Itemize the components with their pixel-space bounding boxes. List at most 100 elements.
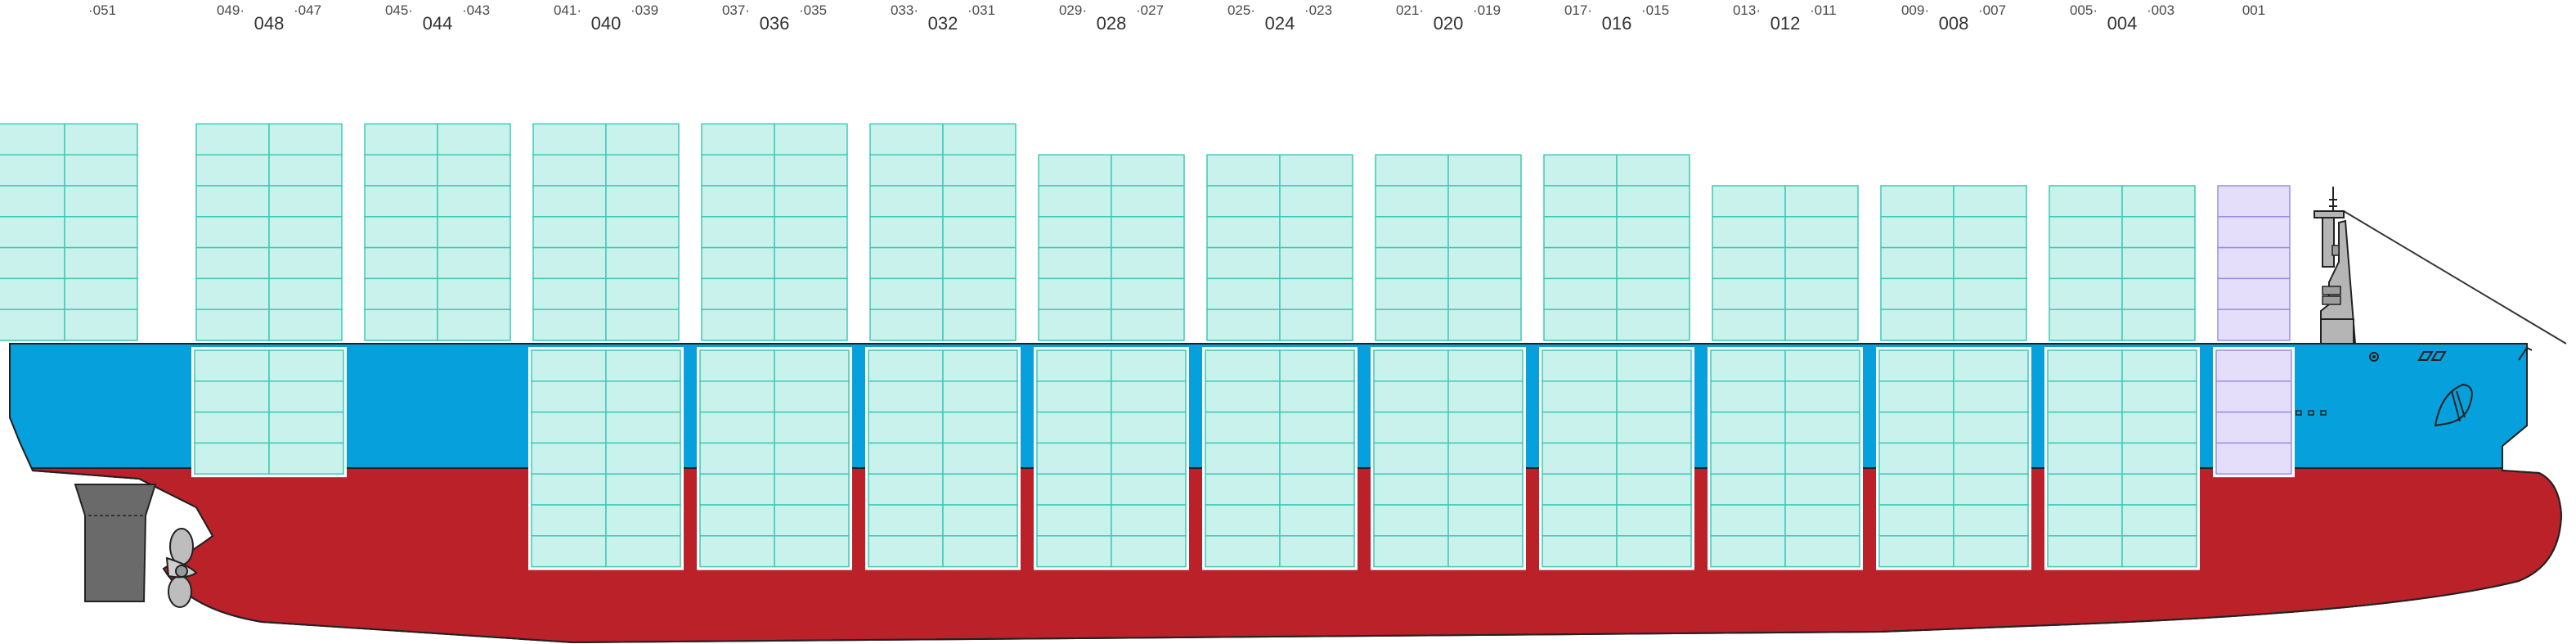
container <box>268 246 343 280</box>
container <box>1036 473 1112 506</box>
deck-stack-048 <box>195 123 343 341</box>
container <box>1206 246 1281 280</box>
container <box>268 216 343 249</box>
container <box>64 308 138 341</box>
container <box>268 349 344 382</box>
container <box>942 535 1018 568</box>
container <box>195 154 270 187</box>
portholes <box>2296 410 2327 416</box>
container <box>1543 308 1618 341</box>
container <box>1375 185 1449 218</box>
container <box>532 277 607 310</box>
container <box>1712 277 1786 310</box>
container <box>2215 381 2292 413</box>
container <box>0 246 65 280</box>
container <box>1375 246 1449 280</box>
propeller-icon <box>165 528 198 608</box>
container <box>1111 442 1187 475</box>
container <box>774 185 848 218</box>
container <box>2121 185 2196 218</box>
bay-label-odd-right: ·035 <box>799 2 827 18</box>
hold-containers <box>191 347 2295 570</box>
container <box>268 442 344 475</box>
container <box>2217 308 2291 341</box>
container <box>1878 442 1954 475</box>
container <box>942 411 1018 444</box>
container <box>1543 246 1618 280</box>
bow-details <box>2296 210 2567 427</box>
container <box>1111 277 1185 310</box>
container <box>1447 349 1524 382</box>
bay-label-odd-left: 049· <box>217 2 245 18</box>
container <box>194 411 270 444</box>
bay-label-odd-right: ·039 <box>631 2 658 18</box>
container <box>1710 535 1786 568</box>
container <box>1111 411 1187 444</box>
container <box>1111 535 1187 568</box>
container <box>1375 154 1449 187</box>
container <box>1616 154 1690 187</box>
container <box>1038 308 1112 341</box>
container <box>364 185 438 218</box>
container <box>774 535 850 568</box>
container <box>0 185 65 218</box>
container <box>2121 349 2197 382</box>
bay-label-main: 012 <box>1770 13 1801 34</box>
container <box>1953 411 2029 444</box>
container <box>268 123 343 155</box>
bay-label-odd-left: 045· <box>385 2 413 18</box>
container <box>701 154 775 187</box>
container <box>1111 381 1187 413</box>
container <box>2121 308 2196 341</box>
container <box>1616 216 1690 249</box>
hold-stack-004 <box>2044 347 2200 570</box>
container <box>1205 411 1281 444</box>
container <box>1953 349 2029 382</box>
container <box>1375 216 1449 249</box>
container <box>1616 535 1692 568</box>
container <box>1542 381 1618 413</box>
container <box>1880 277 1954 310</box>
container <box>1373 442 1449 475</box>
container <box>532 216 607 249</box>
container <box>1447 535 1524 568</box>
container <box>701 308 775 341</box>
bay-label-odd-right: ·011 <box>1810 2 1837 18</box>
container <box>1616 246 1690 280</box>
container <box>942 504 1018 537</box>
bay-labels: ·051 049· 048 ·047 045· 044 ·043 041· 040 ·039 037… <box>88 2 2265 34</box>
bay-label-main: 048 <box>254 13 285 34</box>
container <box>2215 411 2292 444</box>
container <box>1880 308 1954 341</box>
container <box>1880 216 1954 249</box>
bay-label-odd-left: 041· <box>554 2 581 18</box>
container <box>1111 349 1187 382</box>
container <box>605 154 680 187</box>
container <box>531 349 607 382</box>
bay-label-odd-right: ·023 <box>1304 2 1332 18</box>
bay-label-odd-left: 021· <box>1396 2 1424 18</box>
container <box>699 381 775 413</box>
rudder <box>74 484 157 602</box>
container <box>194 349 270 382</box>
container <box>605 216 680 249</box>
container <box>1953 185 2027 218</box>
container <box>1543 154 1618 187</box>
hold-stack-001 <box>2213 347 2295 478</box>
deck-stack-012 <box>1712 185 1859 341</box>
container <box>1880 185 1954 218</box>
hold-stack-020 <box>1371 347 1526 570</box>
container <box>1036 535 1112 568</box>
bay-label-odd-left: 013· <box>1733 2 1761 18</box>
bay-label-odd-right: ·043 <box>462 2 490 18</box>
container <box>605 349 681 382</box>
container <box>1373 473 1449 506</box>
container <box>868 442 944 475</box>
container <box>2047 442 2123 475</box>
container <box>1710 381 1786 413</box>
container <box>1279 349 1355 382</box>
deck-containers <box>0 123 2291 341</box>
container <box>1279 277 1353 310</box>
container <box>2121 381 2197 413</box>
container <box>437 216 511 249</box>
